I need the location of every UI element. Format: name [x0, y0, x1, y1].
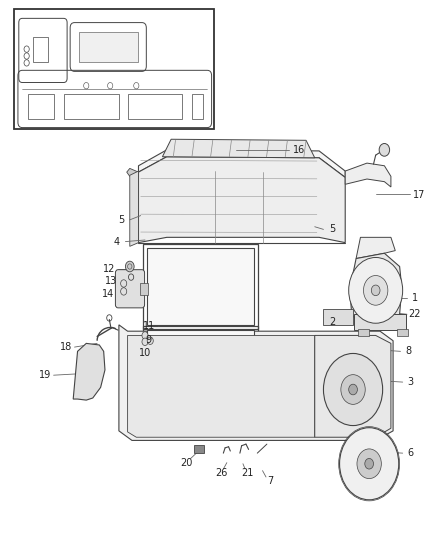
- Circle shape: [349, 384, 357, 395]
- Text: 19: 19: [39, 370, 51, 380]
- Text: 3: 3: [407, 377, 413, 387]
- Circle shape: [125, 261, 134, 272]
- Text: 1: 1: [412, 293, 418, 303]
- Circle shape: [349, 257, 403, 323]
- Text: 18: 18: [60, 342, 72, 352]
- Bar: [192, 94, 203, 118]
- Text: 14: 14: [102, 289, 114, 299]
- Text: 5: 5: [329, 224, 335, 235]
- Polygon shape: [119, 325, 393, 440]
- Bar: [397, 328, 408, 336]
- Text: 10: 10: [139, 348, 151, 358]
- FancyBboxPatch shape: [116, 270, 145, 308]
- Bar: [323, 309, 353, 325]
- Text: 5: 5: [118, 215, 124, 225]
- Bar: [140, 283, 148, 295]
- Polygon shape: [138, 157, 345, 243]
- Circle shape: [357, 449, 381, 479]
- Bar: [194, 445, 204, 453]
- Circle shape: [341, 375, 365, 405]
- Bar: [147, 330, 254, 383]
- Text: 4: 4: [113, 237, 120, 247]
- Polygon shape: [138, 150, 345, 177]
- Circle shape: [371, 285, 380, 296]
- Text: 22: 22: [409, 309, 421, 319]
- Polygon shape: [127, 168, 138, 176]
- Circle shape: [147, 337, 153, 344]
- Circle shape: [142, 338, 148, 345]
- Polygon shape: [356, 237, 395, 259]
- Polygon shape: [162, 139, 315, 158]
- Circle shape: [339, 427, 399, 500]
- Circle shape: [323, 353, 383, 425]
- Text: 6: 6: [407, 448, 413, 458]
- Circle shape: [365, 458, 374, 469]
- Bar: [33, 37, 48, 62]
- Text: 16: 16: [293, 145, 306, 155]
- Polygon shape: [127, 335, 315, 437]
- Text: 8: 8: [405, 346, 411, 357]
- Bar: [79, 31, 138, 62]
- Bar: [147, 248, 254, 325]
- Text: 21: 21: [241, 469, 254, 478]
- Bar: [127, 94, 182, 118]
- Text: 20: 20: [180, 458, 193, 467]
- Bar: [358, 328, 369, 336]
- Text: 26: 26: [215, 469, 227, 478]
- Text: 2: 2: [329, 317, 335, 327]
- Text: 17: 17: [413, 190, 425, 200]
- Polygon shape: [315, 335, 391, 437]
- Polygon shape: [345, 163, 391, 187]
- Circle shape: [379, 143, 390, 156]
- Text: 7: 7: [267, 477, 273, 486]
- Polygon shape: [73, 343, 105, 400]
- Polygon shape: [130, 171, 138, 246]
- Text: 12: 12: [103, 264, 116, 274]
- Bar: [28, 94, 54, 118]
- Text: 9: 9: [145, 335, 152, 345]
- Text: 13: 13: [105, 276, 117, 286]
- Bar: [354, 314, 406, 330]
- Circle shape: [142, 332, 148, 339]
- Bar: [64, 94, 119, 118]
- Text: 11: 11: [143, 321, 155, 331]
- Bar: [14, 10, 214, 128]
- Polygon shape: [350, 253, 402, 327]
- Circle shape: [364, 276, 388, 305]
